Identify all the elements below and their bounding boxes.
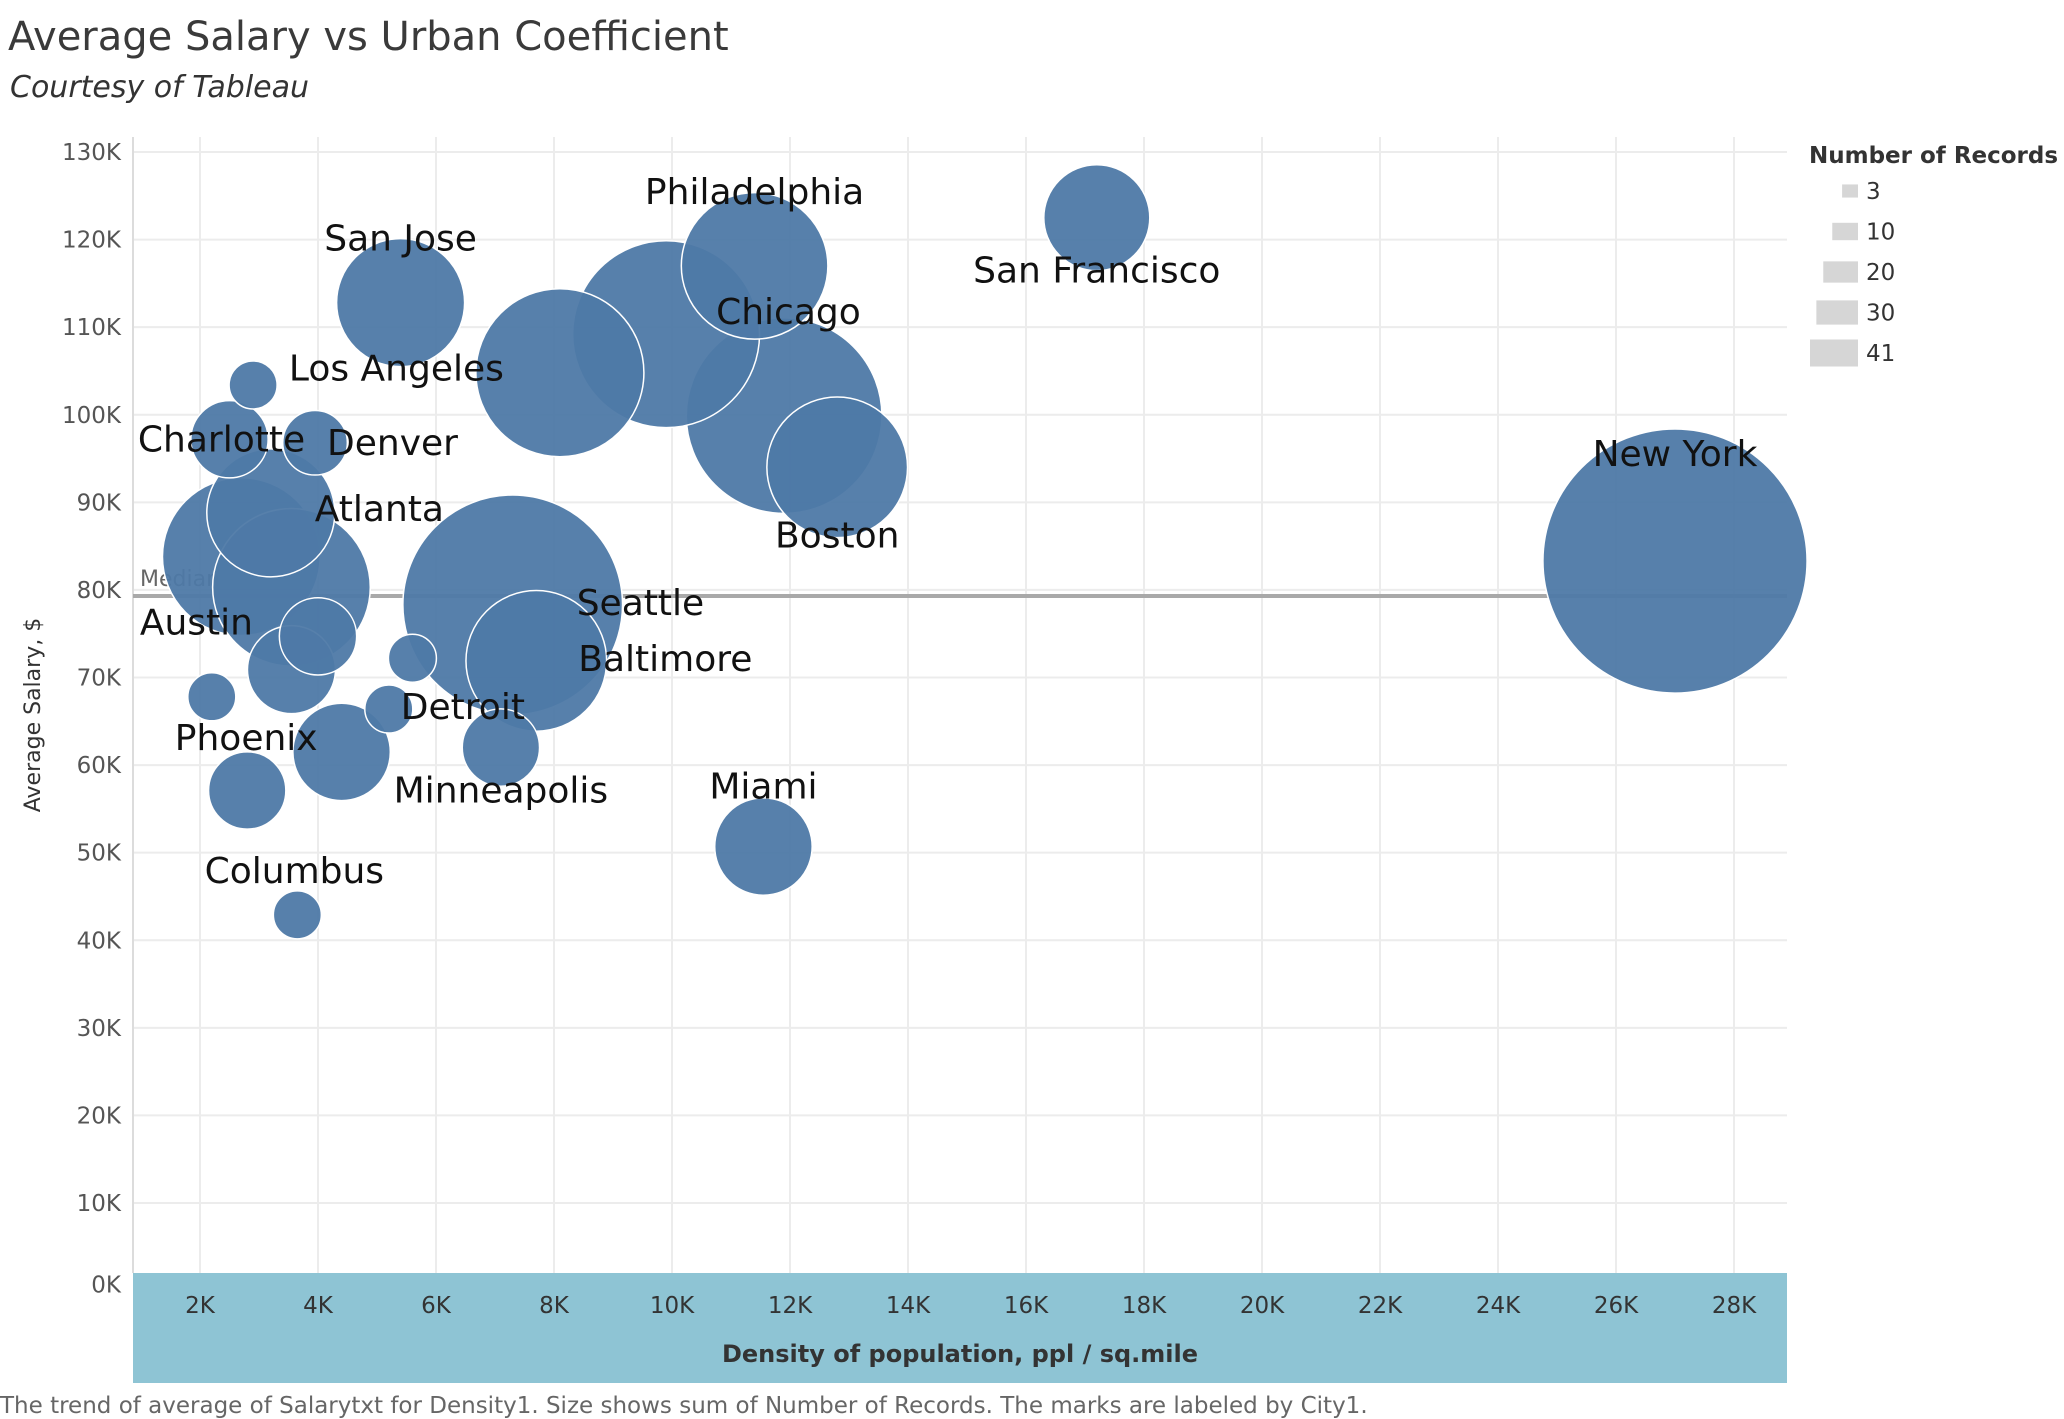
y-tick-label: 90K — [77, 490, 122, 516]
city-label: New York — [1593, 434, 1758, 475]
city-label: Columbus — [205, 851, 384, 892]
data-point[interactable] — [1043, 163, 1151, 272]
x-tick-label: 28K — [1712, 1293, 1757, 1319]
data-point[interactable] — [1542, 428, 1808, 694]
city-label: Chicago — [716, 292, 861, 333]
x-tick-label: 16K — [1004, 1293, 1049, 1319]
data-point[interactable] — [364, 684, 414, 734]
x-tick-label: 12K — [768, 1293, 813, 1319]
legend-swatch — [1832, 222, 1858, 241]
legend-value: 30 — [1866, 301, 1895, 327]
y-tick-label: 40K — [77, 928, 122, 954]
x-tick-label: 20K — [1240, 1293, 1285, 1319]
x-tick-label: 18K — [1122, 1293, 1167, 1319]
data-point[interactable] — [335, 237, 466, 368]
data-point[interactable] — [680, 191, 829, 340]
city-label: Philadelphia — [645, 172, 864, 213]
city-label: San Jose — [324, 219, 477, 260]
x-tick-label: 24K — [1476, 1293, 1521, 1319]
data-point[interactable] — [292, 702, 392, 802]
y-axis-ticks: 0K 10K 20K 30K 40K 50K 60K 70K 80K 90K 100K 110K 120… — [62, 140, 122, 1299]
x-tick-label: 4K — [303, 1293, 334, 1319]
legend-title: Number of Records — [1809, 143, 2058, 169]
median-reference: Median — [133, 567, 1787, 599]
y-tick-label: 130K — [62, 140, 122, 166]
size-legend: Number of Records 3 10 20 30 41 — [1809, 143, 2058, 367]
point-labels: Philadelphia San Francisco San Jose Chicago… — [138, 172, 1758, 892]
y-tick-label: 60K — [77, 753, 122, 779]
x-tick-label: 22K — [1358, 1293, 1403, 1319]
city-label: Seattle — [577, 583, 704, 624]
chart-subtitle: Courtesy of Tableau — [10, 70, 310, 105]
x-axis-label: Density of population, ppl / sq.mile — [722, 1340, 1198, 1368]
city-label: Charlotte — [138, 419, 305, 460]
chart-title: Average Salary vs Urban Coefficient — [8, 14, 729, 60]
city-label: Austin — [140, 602, 253, 643]
data-points — [161, 163, 1808, 940]
x-tick-label: 10K — [650, 1293, 695, 1319]
data-point[interactable] — [207, 751, 287, 830]
city-label: Baltimore — [578, 639, 752, 680]
x-tick-label: 14K — [886, 1293, 931, 1319]
data-point[interactable] — [278, 596, 358, 676]
city-label: Atlanta — [315, 489, 444, 530]
data-point[interactable] — [228, 360, 278, 410]
y-tick-label: 0K — [91, 1273, 122, 1299]
x-tick-label: 2K — [185, 1293, 216, 1319]
data-point[interactable] — [461, 708, 541, 787]
data-point[interactable] — [206, 448, 336, 578]
y-tick-label: 10K — [77, 1191, 122, 1217]
data-point[interactable] — [282, 409, 349, 476]
x-axis-ticks: 2K 4K 6K 8K 10K 12K 14K 16K 18K 20K 22K 24K 26K 28K — [185, 1293, 1757, 1319]
city-label: Detroit — [401, 687, 525, 728]
data-point[interactable] — [766, 396, 909, 539]
city-label: Boston — [775, 515, 899, 556]
city-label: San Francisco — [973, 251, 1220, 292]
data-point[interactable] — [190, 399, 269, 479]
grid-lines — [132, 137, 1787, 1273]
x-tick-label: 6K — [421, 1293, 452, 1319]
data-point[interactable] — [272, 890, 323, 940]
legend-value: 20 — [1866, 260, 1895, 286]
legend-swatch — [1816, 300, 1858, 325]
x-axis-band — [133, 1273, 1787, 1383]
y-axis-label: Average Salary, $ — [21, 618, 46, 812]
city-label: Minneapolis — [394, 771, 609, 812]
city-label: Denver — [327, 423, 458, 464]
y-tick-label: 120K — [62, 228, 122, 254]
y-tick-label: 50K — [77, 841, 122, 867]
legend-value: 3 — [1866, 179, 1881, 205]
y-tick-label: 100K — [62, 403, 122, 429]
legend-swatch — [1823, 261, 1858, 283]
legend-value: 10 — [1866, 220, 1895, 246]
data-point[interactable] — [187, 672, 237, 722]
y-tick-label: 70K — [77, 666, 122, 692]
city-label: Miami — [709, 767, 817, 808]
city-label: Phoenix — [175, 718, 318, 759]
legend-swatch — [1810, 339, 1858, 367]
x-tick-label: 26K — [1594, 1293, 1639, 1319]
legend-value: 41 — [1866, 341, 1895, 367]
y-tick-label: 110K — [62, 315, 122, 341]
y-tick-label: 80K — [77, 578, 122, 604]
data-point[interactable] — [387, 633, 438, 683]
x-tick-label: 8K — [539, 1293, 570, 1319]
data-point[interactable] — [475, 287, 645, 458]
data-point[interactable] — [713, 797, 813, 897]
y-tick-label: 30K — [77, 1016, 122, 1042]
legend-swatch — [1842, 184, 1858, 198]
city-label: Los Angeles — [289, 349, 504, 390]
y-tick-label: 20K — [77, 1103, 122, 1129]
chart-caption: The trend of average of Salarytxt for De… — [0, 1393, 1368, 1419]
